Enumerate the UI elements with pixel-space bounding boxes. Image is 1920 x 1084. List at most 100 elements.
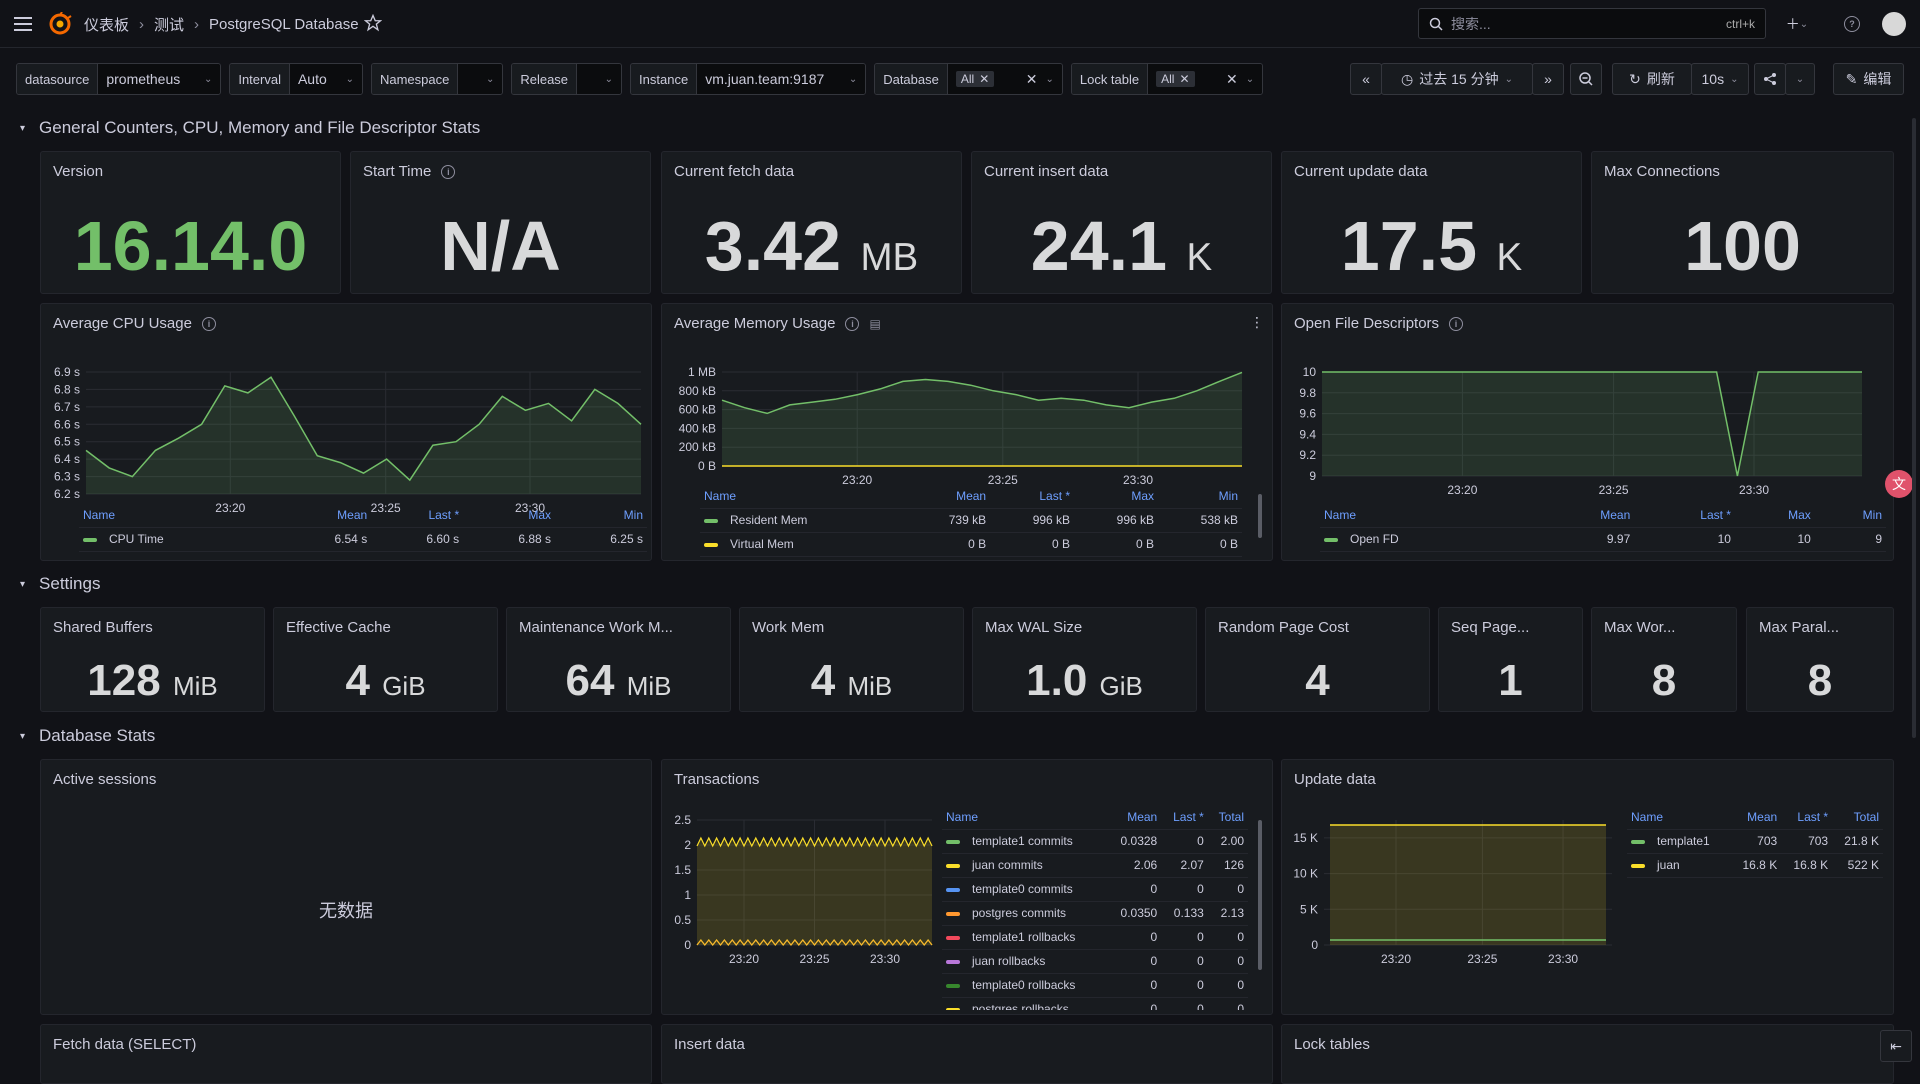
memory-usage-panel[interactable]: Average Memory Usage i ▤ ⋮ 1 MB 800 kB 600 k… (661, 303, 1273, 561)
refresh-interval-picker[interactable]: 10s ⌄ (1691, 63, 1749, 95)
variable-value[interactable]: vm.juan.team:9187 ⌄ (697, 64, 866, 94)
translate-icon[interactable]: 文 (1885, 470, 1913, 498)
setting-panel[interactable]: Random Page Cost 4 (1205, 607, 1430, 712)
zoom-out-button[interactable] (1570, 63, 1602, 95)
menu-icon[interactable] (12, 13, 34, 35)
legend-header[interactable]: Last * (1797, 809, 1829, 824)
legend-row[interactable]: template1 703 703 21.8 K (1627, 829, 1883, 853)
help-button[interactable]: ? (1840, 12, 1864, 36)
add-button[interactable]: ＋ ⌄ (1780, 12, 1814, 36)
legend-header[interactable]: Mean (337, 507, 368, 522)
variable-value[interactable]: All ✕ ✕ ⌄ (1148, 64, 1263, 94)
stat-panel-max-connections[interactable]: Max Connections 100 (1591, 151, 1894, 294)
setting-panel[interactable]: Maintenance Work M... 64 MiB (506, 607, 731, 712)
variable-release[interactable]: Release ⌄ (511, 63, 623, 95)
info-icon[interactable]: i (441, 164, 456, 179)
fetch-data-panel[interactable]: Fetch data (SELECT) (40, 1024, 652, 1084)
legend-header[interactable]: Name (704, 488, 737, 503)
collapse-icon[interactable]: ⇤ (1880, 1030, 1912, 1062)
legend-row[interactable]: template1 rollbacks 0 0 0 (942, 925, 1248, 949)
info-icon[interactable]: i (1449, 316, 1464, 331)
setting-panel[interactable]: Effective Cache 4 GiB (273, 607, 498, 712)
stat-panel-version[interactable]: Version 16.14.0 (40, 151, 341, 294)
legend-row[interactable]: Open FD 9.97 10 10 9 (1320, 527, 1886, 551)
legend-header[interactable]: Mean (956, 488, 987, 503)
setting-panel[interactable]: Shared Buffers 128 MiB (40, 607, 265, 712)
row-database-stats[interactable]: ▾ Database Stats (20, 726, 155, 746)
legend-header[interactable]: Max (528, 507, 552, 522)
legend-scrollbar[interactable] (1258, 494, 1262, 538)
active-sessions-panel[interactable]: Active sessions 无数据 (40, 759, 652, 1015)
close-icon[interactable]: ✕ (979, 72, 990, 86)
legend-header[interactable]: Min (1218, 488, 1238, 503)
legend-header[interactable]: Name (1631, 809, 1664, 824)
stat-panel-update-data[interactable]: Current update data 17.5 K (1281, 151, 1582, 294)
legend-header[interactable]: Min (623, 507, 643, 522)
variable-value[interactable]: All ✕ ✕ ⌄ (947, 64, 1062, 94)
legend-header[interactable]: Last * (1700, 507, 1731, 522)
legend-header[interactable]: Mean (1600, 507, 1631, 522)
row-settings[interactable]: ▾ Settings (20, 574, 100, 594)
legend-header[interactable]: Mean (1747, 809, 1778, 824)
info-icon[interactable]: i (201, 316, 216, 331)
stat-panel-fetch-data[interactable]: Current fetch data 3.42 MB (661, 151, 962, 294)
update-data-chart[interactable]: 15 K 10 K 5 K 0 23:20 23:25 23:30 (1282, 805, 1622, 1015)
edit-button[interactable]: ✎ 编辑 (1833, 63, 1904, 95)
transactions-chart[interactable]: 2.5 2 1.5 1 0.5 0 23:20 23:25 23:30 (662, 805, 942, 1015)
legend-scrollbar[interactable] (1258, 820, 1262, 970)
clear-icon[interactable]: ✕ (1226, 70, 1238, 87)
setting-panel[interactable]: Max Wor... 8 (1591, 607, 1737, 712)
lock-tables-panel[interactable]: Lock tables (1281, 1024, 1894, 1084)
setting-panel[interactable]: Seq Page... 1 (1438, 607, 1583, 712)
legend-row[interactable]: template0 rollbacks 0 0 0 (942, 973, 1248, 997)
legend-row[interactable]: CPU Time 6.54 s 6.60 s 6.88 s 6.25 s (79, 527, 647, 551)
legend-header[interactable]: Last * (428, 507, 460, 522)
breadcrumb-folder[interactable]: 测试 (154, 17, 185, 34)
share-button[interactable] (1754, 63, 1786, 95)
share-menu-button[interactable]: ⌄ (1785, 63, 1815, 95)
setting-panel[interactable]: Max Paral... 8 (1746, 607, 1894, 712)
legend-row[interactable]: Virtual Mem 0 B 0 B 0 B 0 B (700, 532, 1242, 556)
file-descriptors-panel[interactable]: Open File Descriptors i 10 9.8 9.6 9.4 9.2 9 23… (1281, 303, 1894, 561)
clear-icon[interactable]: ✕ (1025, 70, 1038, 87)
panel-menu-icon[interactable]: ⋮ (1250, 314, 1264, 330)
search-input[interactable]: 搜索... ctrl+k (1418, 8, 1766, 39)
variable-interval[interactable]: Interval Auto ⌄ (229, 63, 363, 95)
legend-row[interactable]: juan commits 2.06 2.07 126 (942, 853, 1248, 877)
insert-data-panel[interactable]: Insert data (661, 1024, 1273, 1084)
legend-header[interactable]: Max (1131, 488, 1155, 503)
time-picker[interactable]: ◷ 过去 15 分钟 ⌄ (1381, 63, 1533, 95)
memory-usage-chart[interactable]: 1 MB 800 kB 600 kB 400 kB 200 kB 0 B 23:20 23:2… (662, 354, 1274, 494)
legend-header[interactable]: Name (946, 809, 979, 824)
variable-value[interactable]: ⌄ (458, 64, 503, 94)
stat-panel-insert-data[interactable]: Current insert data 24.1 K (971, 151, 1272, 294)
setting-panel[interactable]: Work Mem 4 MiB (739, 607, 964, 712)
star-icon[interactable] (364, 14, 382, 32)
refresh-button[interactable]: ↻ 刷新 (1612, 63, 1692, 95)
legend-header[interactable]: Min (1862, 507, 1882, 522)
setting-panel[interactable]: Max WAL Size 1.0 GiB (972, 607, 1197, 712)
transactions-panel[interactable]: Transactions 2.5 2 1.5 1 0.5 0 23:20 23:25 23:30… (661, 759, 1273, 1015)
legend-row[interactable]: juan 16.8 K 16.8 K 522 K (1627, 853, 1883, 877)
legend-header[interactable]: Total (1853, 809, 1879, 824)
grafana-logo-icon[interactable] (48, 12, 72, 36)
breadcrumb-dashboards[interactable]: 仪表板 (84, 17, 130, 34)
variable-value[interactable]: prometheus ⌄ (98, 64, 221, 94)
variable-chip[interactable]: All ✕ (955, 71, 995, 87)
file-descriptors-chart[interactable]: 10 9.8 9.6 9.4 9.2 9 23:20 23:25 23:30 (1282, 354, 1895, 514)
variable-datasource[interactable]: datasource prometheus ⌄ (16, 63, 222, 95)
variable-namespace[interactable]: Namespace ⌄ (370, 63, 504, 95)
legend-header[interactable]: Total (1218, 809, 1244, 824)
legend-row[interactable]: template1 commits 0.0328 0 2.00 (942, 829, 1248, 853)
legend-row[interactable]: Resident Mem 739 kB 996 kB 996 kB 538 kB (700, 508, 1242, 532)
variable-instance[interactable]: Instance vm.juan.team:9187 ⌄ (630, 63, 867, 95)
legend-header[interactable]: Last * (1173, 809, 1204, 824)
variable-chip[interactable]: All ✕ (1156, 71, 1195, 87)
variable-database[interactable]: Database All ✕ ✕ ⌄ (874, 63, 1063, 95)
variable-value[interactable]: ⌄ (577, 64, 622, 94)
cpu-usage-chart[interactable]: 6.9 s 6.8 s 6.7 s 6.6 s 6.5 s 6.4 s 6.3 s 6.2 s… (41, 354, 653, 514)
legend-header[interactable]: Name (1324, 507, 1357, 522)
stat-panel-start-time[interactable]: Start Time i N/A (350, 151, 651, 294)
